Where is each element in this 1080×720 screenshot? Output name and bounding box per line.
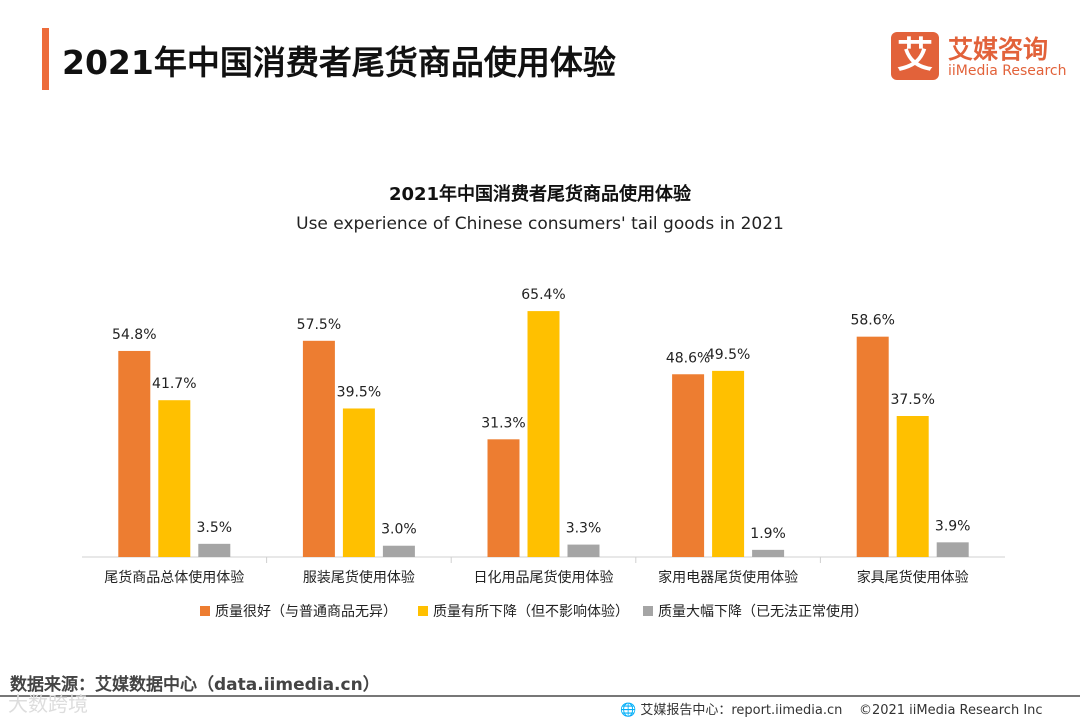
bar-0 — [118, 350, 151, 557]
legend-swatch — [200, 606, 210, 616]
bar-0 — [487, 439, 520, 557]
bar-1 — [527, 311, 560, 557]
logo-text-cn: 艾媒咨询 — [948, 35, 1049, 64]
legend-label: 质量有所下降（但不影响体验） — [433, 604, 629, 620]
copyright: ©2021 iiMedia Research Inc — [858, 703, 1043, 718]
globe-icon: 🌐 — [620, 703, 641, 718]
logo-text-en: iiMedia Research — [948, 63, 1067, 79]
report-link[interactable]: 艾媒报告中心：report.iimedia.cn — [640, 703, 843, 718]
bar-1 — [712, 370, 745, 557]
page-title: 2021年中国消费者尾货商品使用体验 — [62, 43, 616, 82]
category-label: 日化用品尾货使用体验 — [474, 569, 614, 586]
data-label: 3.0% — [381, 522, 417, 538]
bar-1 — [158, 400, 191, 557]
watermark: 大数跨境 — [8, 692, 88, 716]
title-accent-bar — [42, 28, 49, 90]
footer-divider — [0, 695, 1080, 697]
bar-2 — [567, 544, 600, 557]
data-label: 41.7% — [152, 376, 196, 392]
data-label: 37.5% — [890, 392, 934, 408]
footer-credits: 🌐 艾媒报告中心：report.iimedia.cn ©2021 iiMedia… — [620, 699, 1043, 718]
data-label: 3.9% — [935, 518, 971, 534]
legend-label: 质量大幅下降（已无法正常使用） — [658, 603, 868, 620]
logo-icon: 艾 — [891, 32, 939, 80]
bar-2 — [198, 543, 231, 557]
category-label: 尾货商品总体使用体验 — [104, 569, 244, 586]
data-label: 3.5% — [197, 520, 233, 536]
legend-label: 质量很好（与普通商品无异） — [215, 604, 397, 620]
data-label: 54.8% — [112, 327, 156, 343]
data-label: 57.5% — [297, 317, 341, 333]
data-label: 3.3% — [566, 521, 602, 537]
bar-1 — [896, 416, 929, 557]
chart-subtitle: Use experience of Chinese consumers' tai… — [296, 214, 784, 234]
data-label: 1.9% — [750, 526, 786, 542]
category-label: 家具尾货使用体验 — [857, 569, 969, 586]
data-source: 数据来源：艾媒数据中心（data.iimedia.cn） — [10, 675, 380, 695]
bar-2 — [752, 549, 785, 557]
bar-2 — [936, 542, 969, 557]
category-label: 服装尾货使用体验 — [303, 569, 415, 586]
data-label: 65.4% — [521, 287, 565, 303]
legend-swatch — [643, 606, 653, 616]
data-label: 48.6% — [666, 350, 710, 366]
bar-2 — [382, 545, 415, 557]
legend-swatch — [418, 606, 428, 616]
bar-0 — [856, 336, 889, 557]
bar-1 — [342, 408, 375, 557]
data-label: 49.5% — [706, 347, 750, 363]
data-label: 39.5% — [337, 384, 381, 400]
data-label: 58.6% — [850, 313, 894, 329]
bar-0 — [672, 374, 705, 557]
chart-title: 2021年中国消费者尾货商品使用体验 — [388, 184, 692, 205]
bar-0 — [302, 340, 335, 557]
category-label: 家用电器尾货使用体验 — [658, 569, 798, 586]
data-label: 31.3% — [481, 415, 525, 431]
